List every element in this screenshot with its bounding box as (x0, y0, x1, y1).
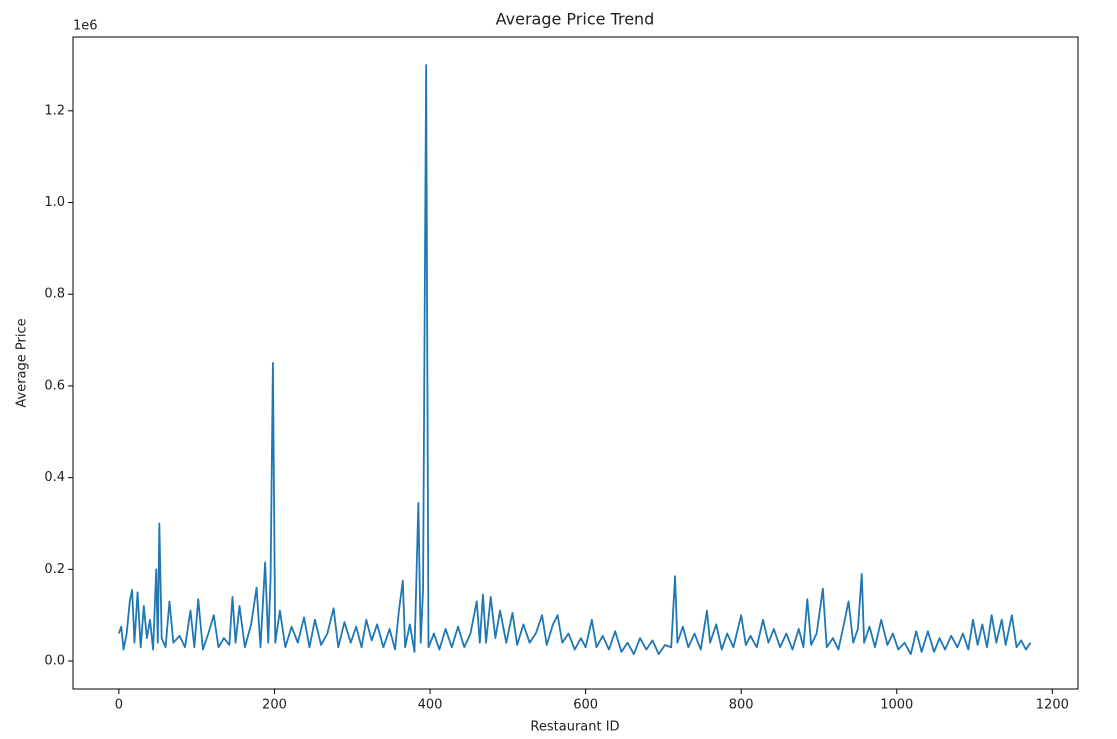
y-offset-label: 1e6 (73, 19, 98, 34)
y-tick-label: 1.2 (44, 103, 65, 118)
y-tick-label: 1.0 (44, 195, 65, 210)
line-series (118, 64, 1032, 656)
x-tick-label: 400 (418, 698, 443, 713)
y-tick-label: 0.4 (44, 470, 65, 485)
y-tick-label: 0.2 (44, 562, 65, 577)
y-tick-label: 0.0 (44, 654, 65, 669)
x-tick-label: 800 (729, 698, 754, 713)
x-axis-label: Restaurant ID (530, 720, 619, 735)
x-tick-label: 1000 (880, 698, 913, 713)
x-tick-label: 0 (115, 698, 123, 713)
y-tick-label: 0.8 (44, 287, 65, 302)
chart-title: Average Price Trend (496, 10, 655, 29)
x-tick-label: 1200 (1036, 698, 1069, 713)
x-tick-label: 600 (573, 698, 598, 713)
y-tick-label: 0.6 (44, 378, 65, 393)
x-tick-label: 200 (262, 698, 287, 713)
plot-frame (72, 36, 1079, 690)
y-axis-label: Average Price (15, 318, 30, 407)
